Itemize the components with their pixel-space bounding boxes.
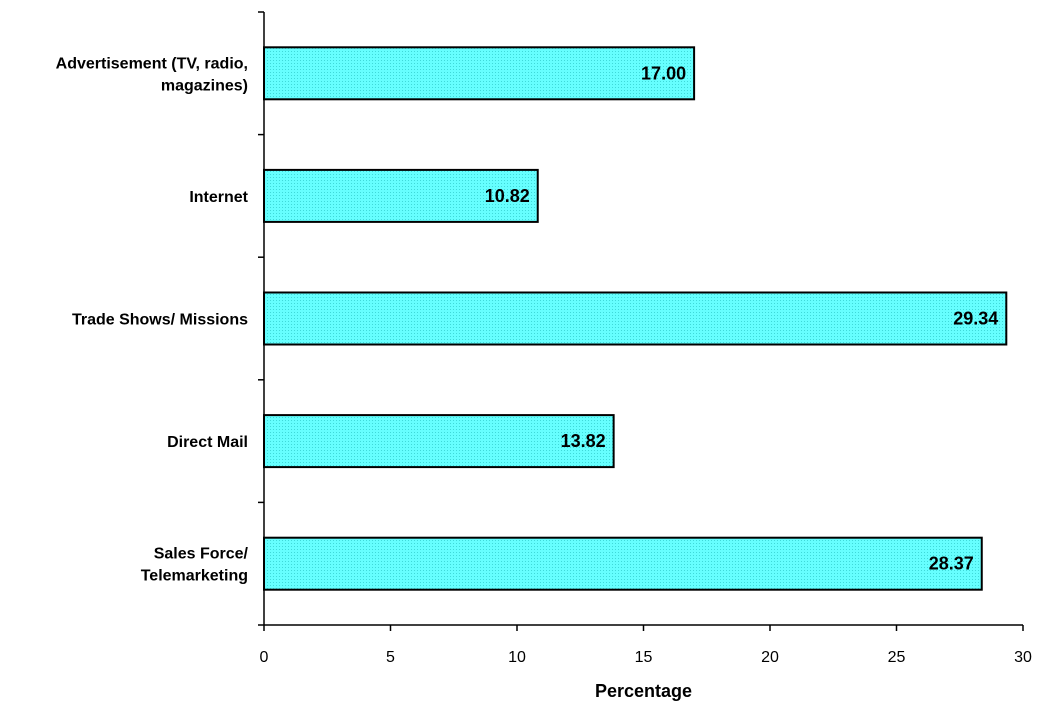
bar bbox=[263, 536, 983, 591]
x-tick-label: 10 bbox=[508, 649, 526, 666]
bar-value-label: 28.37 bbox=[929, 554, 974, 574]
category-label: Telemarketing bbox=[141, 568, 248, 585]
category-label: magazines) bbox=[161, 77, 248, 94]
bar-value-label: 17.00 bbox=[641, 63, 686, 83]
bar-value-label: 10.82 bbox=[485, 186, 530, 206]
bar-value-label: 13.82 bbox=[561, 431, 606, 451]
x-tick-label: 0 bbox=[260, 649, 269, 666]
category-label: Internet bbox=[189, 189, 248, 206]
x-tick-label: 15 bbox=[635, 649, 653, 666]
bar bbox=[263, 46, 696, 101]
x-axis-title: Percentage bbox=[595, 681, 692, 701]
bar bbox=[263, 414, 615, 469]
plot-area: 17.00 Advertisement (TV, radio, magazines)… bbox=[56, 11, 1032, 666]
bar bbox=[263, 168, 539, 223]
x-tick-label: 20 bbox=[761, 649, 779, 666]
category-label: Advertisement (TV, radio, bbox=[56, 55, 248, 72]
bar bbox=[263, 291, 1008, 346]
x-tick-label: 5 bbox=[386, 649, 395, 666]
category-label: Trade Shows/ Missions bbox=[72, 312, 248, 329]
x-tick-label: 30 bbox=[1014, 649, 1032, 666]
category-label: Sales Force/ bbox=[154, 546, 249, 563]
x-tick-label: 25 bbox=[888, 649, 906, 666]
bar-value-label: 29.34 bbox=[953, 309, 998, 329]
category-label: Direct Mail bbox=[167, 434, 248, 451]
